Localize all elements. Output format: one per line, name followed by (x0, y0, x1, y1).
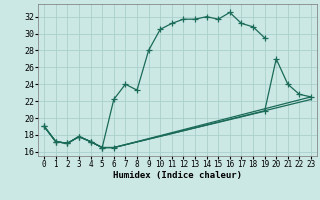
X-axis label: Humidex (Indice chaleur): Humidex (Indice chaleur) (113, 171, 242, 180)
